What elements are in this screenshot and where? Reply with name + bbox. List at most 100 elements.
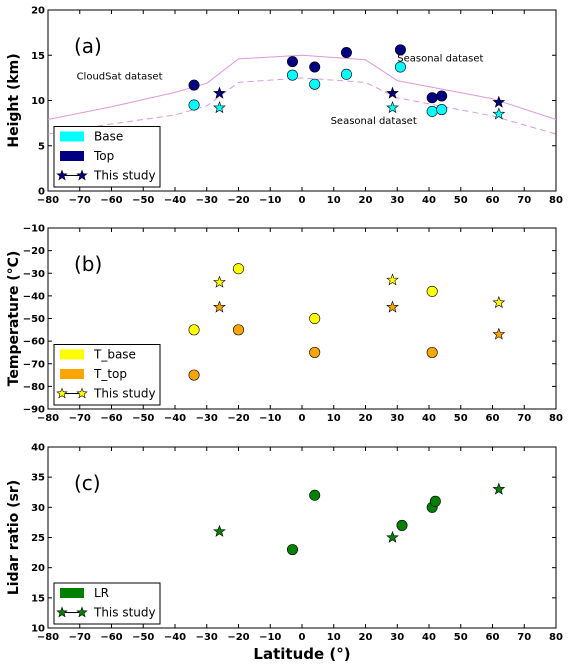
star-point bbox=[386, 300, 399, 313]
data-point bbox=[436, 90, 448, 102]
y-tick-label: 35 bbox=[31, 473, 45, 484]
legend-swatch bbox=[60, 588, 84, 598]
y-tick-label: −90 bbox=[23, 405, 45, 416]
x-tick-label: −60 bbox=[100, 632, 122, 643]
x-tick-label: −80 bbox=[37, 413, 59, 424]
data-point bbox=[188, 324, 200, 336]
panel-label: (a) bbox=[74, 34, 102, 58]
x-tick-label: 50 bbox=[454, 632, 468, 643]
x-tick-label: −20 bbox=[227, 413, 249, 424]
star-point bbox=[386, 530, 399, 543]
x-tick-label: −50 bbox=[132, 413, 154, 424]
x-tick-label: 30 bbox=[390, 413, 404, 424]
data-point bbox=[286, 544, 298, 556]
star-point bbox=[492, 482, 506, 495]
x-tick-label: −40 bbox=[164, 632, 186, 643]
data-point bbox=[309, 78, 321, 90]
data-point bbox=[188, 99, 200, 111]
data-point bbox=[426, 92, 438, 104]
y-tick-label: 15 bbox=[31, 593, 45, 604]
data-point bbox=[309, 346, 321, 358]
data-point bbox=[340, 68, 352, 80]
data-point bbox=[309, 312, 321, 324]
x-tick-label: −10 bbox=[259, 413, 281, 424]
x-tick-label: −10 bbox=[259, 632, 281, 643]
y-axis-label: Height (km) bbox=[6, 53, 22, 147]
y-tick-label: 5 bbox=[38, 141, 45, 152]
x-tick-label: −20 bbox=[227, 195, 249, 206]
data-point bbox=[396, 519, 408, 531]
x-tick-label: −30 bbox=[196, 413, 218, 424]
star-point bbox=[492, 95, 506, 108]
y-tick-label: −80 bbox=[23, 382, 45, 393]
data-point bbox=[394, 44, 406, 56]
legend-star bbox=[56, 606, 68, 618]
x-tick-label: 60 bbox=[486, 413, 500, 424]
annotation: CloudSat dataset bbox=[77, 72, 163, 83]
x-tick-label: 50 bbox=[454, 413, 468, 424]
y-tick-label: 0 bbox=[38, 187, 45, 198]
data-point bbox=[436, 104, 448, 116]
data-point bbox=[309, 489, 321, 501]
x-tick-label: 10 bbox=[327, 195, 341, 206]
x-tick-label: −70 bbox=[69, 632, 91, 643]
x-tick-label: 20 bbox=[359, 632, 373, 643]
data-point bbox=[309, 61, 321, 73]
legend-star bbox=[56, 169, 68, 181]
x-tick-label: 70 bbox=[517, 195, 531, 206]
y-tick-label: −20 bbox=[23, 246, 45, 257]
y-tick-label: 20 bbox=[31, 563, 45, 574]
x-tick-label: 0 bbox=[299, 632, 306, 643]
star-point bbox=[386, 101, 399, 114]
x-tick-label: −40 bbox=[164, 413, 186, 424]
data-point bbox=[429, 495, 441, 507]
legend-swatch bbox=[60, 131, 84, 142]
data-point bbox=[286, 56, 298, 68]
panel-label: (c) bbox=[74, 471, 101, 495]
x-tick-label: −80 bbox=[37, 195, 59, 206]
x-tick-label: −30 bbox=[196, 195, 218, 206]
legend-label: This study bbox=[93, 606, 156, 620]
data-point bbox=[233, 263, 245, 275]
y-tick-label: 10 bbox=[31, 96, 45, 107]
legend-label: Base bbox=[94, 130, 123, 144]
x-tick-label: −60 bbox=[100, 195, 122, 206]
x-tick-label: −30 bbox=[196, 632, 218, 643]
x-tick-label: 20 bbox=[359, 195, 373, 206]
legend-swatch bbox=[60, 151, 84, 161]
data-point bbox=[426, 105, 438, 117]
data-point bbox=[394, 61, 406, 73]
y-tick-label: 40 bbox=[31, 443, 45, 454]
x-tick-label: −40 bbox=[164, 195, 186, 206]
legend-label: LR bbox=[94, 586, 109, 600]
x-tick-label: 80 bbox=[549, 632, 563, 643]
legend-label: This study bbox=[93, 169, 156, 183]
legend-star bbox=[56, 387, 68, 399]
x-tick-label: 50 bbox=[454, 195, 468, 206]
y-tick-label: 25 bbox=[31, 533, 45, 544]
x-tick-label: 80 bbox=[549, 413, 563, 424]
y-tick-label: 20 bbox=[31, 6, 45, 17]
panel-label: (b) bbox=[74, 252, 102, 276]
x-tick-label: 70 bbox=[517, 413, 531, 424]
legend-label: T_top bbox=[93, 367, 127, 381]
x-tick-label: 10 bbox=[327, 632, 341, 643]
data-point bbox=[286, 69, 298, 81]
x-tick-label: 30 bbox=[390, 632, 404, 643]
cloudsat-line bbox=[47, 54, 557, 120]
star-point bbox=[386, 273, 399, 286]
y-axis-label: Lidar ratio (sr) bbox=[6, 480, 22, 595]
data-point bbox=[188, 369, 200, 381]
y-tick-label: −60 bbox=[23, 337, 45, 348]
data-point bbox=[426, 346, 438, 358]
star-point bbox=[213, 275, 226, 288]
legend-label: Top bbox=[93, 149, 114, 163]
annotation: Seasonal dataset bbox=[397, 54, 483, 65]
data-point bbox=[426, 285, 438, 297]
legend-star bbox=[76, 169, 88, 181]
y-tick-label: −70 bbox=[23, 359, 45, 370]
x-tick-label: −70 bbox=[69, 195, 91, 206]
data-point bbox=[188, 79, 200, 91]
star-point bbox=[213, 300, 226, 313]
